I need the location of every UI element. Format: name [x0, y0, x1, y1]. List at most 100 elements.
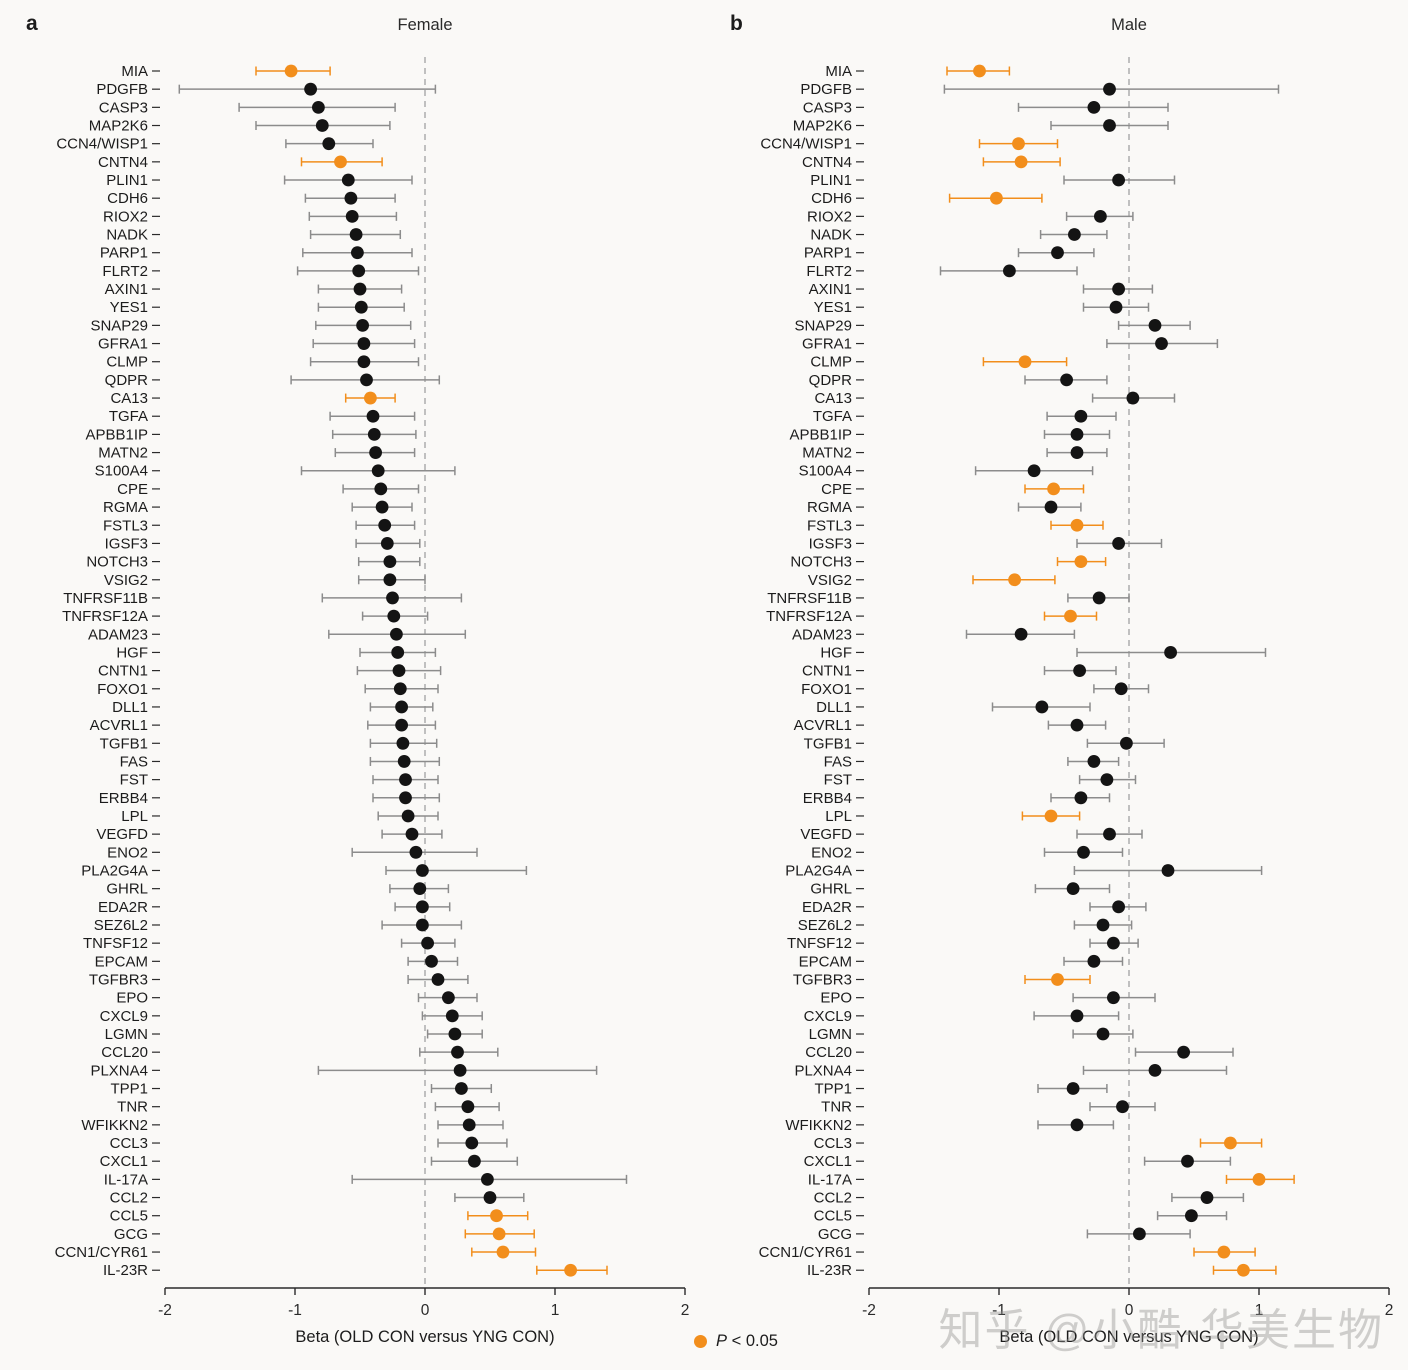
- beta-point: [451, 1045, 464, 1059]
- gene-label: WFIKKN2: [81, 1117, 148, 1134]
- x-tick-label: 2: [681, 1302, 690, 1319]
- beta-point: [396, 736, 410, 750]
- beta-point: [371, 464, 385, 478]
- gene-label: LPL: [121, 808, 148, 825]
- beta-point: [1120, 736, 1133, 750]
- beta-point: [1096, 918, 1110, 932]
- gene-label: CXCL9: [804, 1008, 852, 1025]
- gene-label: GHRL: [106, 881, 148, 898]
- beta-point: [1074, 555, 1088, 568]
- gene-label: VSIG2: [808, 572, 852, 589]
- forest-plot-svg-female: -2 -1 0 1 2MIAPDGFBCASP3MAP2K6CCN4/WISP1CNTN…: [55, 57, 690, 1319]
- beta-point: [1148, 318, 1162, 332]
- gene-label: TNR: [117, 1099, 148, 1116]
- gene-label: ERBB4: [803, 790, 852, 807]
- gene-label: CLMP: [106, 354, 148, 371]
- beta-point: [315, 119, 329, 132]
- gene-label: QDPR: [809, 372, 853, 389]
- gene-label: FOXO1: [801, 681, 852, 698]
- forest-plot-svg-male: -2 -1 0 1 2MIAPDGFBCASP3MAP2K6CCN4/WISP1CNTN…: [759, 57, 1394, 1319]
- gene-label: CCN1/CYR61: [55, 1244, 148, 1261]
- panel-letter-b: b: [730, 12, 743, 35]
- gene-label: RGMA: [103, 499, 148, 516]
- beta-point: [1107, 991, 1120, 1005]
- beta-point: [564, 1263, 577, 1277]
- gene-label: CCL3: [814, 1135, 852, 1152]
- beta-point: [312, 100, 325, 114]
- gene-label: TGFBR3: [89, 972, 148, 989]
- beta-point: [391, 646, 405, 659]
- x-tick-label: 0: [1125, 1302, 1134, 1319]
- x-tick-label: 2: [1385, 1302, 1394, 1319]
- beta-point: [416, 900, 429, 914]
- gene-label: ACVRL1: [794, 717, 852, 734]
- beta-point: [1094, 209, 1107, 223]
- beta-point: [357, 337, 371, 350]
- gene-label: PDGFB: [96, 81, 148, 98]
- gene-label: TNR: [821, 1099, 852, 1116]
- gene-label: CXCL9: [100, 1008, 148, 1025]
- beta-point: [1112, 173, 1125, 187]
- gene-label: EPCAM: [799, 953, 852, 970]
- beta-point: [395, 718, 408, 732]
- gene-label: MIA: [825, 63, 852, 80]
- beta-point: [375, 500, 389, 514]
- gene-label: VEGFD: [800, 826, 852, 843]
- gene-label: EPCAM: [95, 953, 148, 970]
- gene-label: APBB1IP: [789, 426, 852, 443]
- beta-point: [397, 755, 411, 768]
- gene-label: TGFB1: [804, 735, 852, 752]
- gene-label: FSTL3: [807, 517, 852, 534]
- beta-point: [1074, 409, 1088, 423]
- beta-point: [481, 1172, 494, 1186]
- beta-point: [1008, 573, 1021, 587]
- beta-point: [351, 246, 364, 260]
- gene-label: IGSF3: [105, 535, 148, 552]
- watermark: 知乎 @小酷-华美生物: [938, 1306, 1384, 1355]
- gene-label: FOXO1: [97, 681, 148, 698]
- beta-point: [453, 1063, 467, 1077]
- beta-point: [431, 973, 445, 986]
- gene-label: FLRT2: [102, 263, 148, 280]
- beta-point: [1014, 155, 1028, 169]
- beta-point: [461, 1100, 475, 1114]
- beta-point: [1177, 1045, 1190, 1059]
- beta-point: [1066, 882, 1080, 896]
- beta-point: [1044, 500, 1058, 514]
- gene-label: HGF: [116, 644, 148, 661]
- gene-label: MATN2: [802, 445, 852, 462]
- gene-label: WFIKKN2: [785, 1117, 852, 1134]
- gene-label: TNFRSF11B: [63, 590, 148, 607]
- beta-point: [284, 64, 298, 78]
- beta-point: [360, 373, 373, 387]
- gene-label: YES1: [110, 299, 148, 316]
- beta-point: [490, 1209, 503, 1223]
- gene-label: SEZ6L2: [798, 917, 852, 934]
- beta-point: [1237, 1263, 1250, 1277]
- gene-label: CA13: [814, 390, 852, 407]
- panel-female: a Female -2 -1 0 1 2 MIA PDGFB CASP3 MAP2K6 CCN4/…: [26, 12, 690, 1346]
- significance-legend: P < 0.05: [694, 1332, 778, 1351]
- gene-label: TNFSF12: [83, 935, 148, 952]
- panel-male: b Male -2 -1 0 1 2 MIA PDGFB CASP3 MAP2K6 CCN4/WI…: [704, 0, 1408, 1370]
- beta-point: [468, 1154, 481, 1168]
- gene-label: TNFSF12: [787, 935, 852, 952]
- gene-label: CCL20: [805, 1044, 852, 1061]
- gene-label: CPE: [821, 481, 852, 498]
- beta-point: [1112, 537, 1125, 550]
- beta-point: [390, 627, 403, 641]
- x-axis-label-male: Beta (OLD CON versus YNG CON): [999, 1328, 1259, 1346]
- gene-label: VEGFD: [96, 826, 148, 843]
- beta-point: [383, 573, 397, 587]
- gene-label: AXIN1: [105, 281, 148, 298]
- gene-label: EPO: [820, 990, 852, 1007]
- beta-point: [395, 700, 408, 714]
- beta-point: [1107, 936, 1120, 950]
- gene-label: CCL2: [814, 1190, 852, 1207]
- gene-label: FST: [120, 772, 148, 789]
- beta-point: [1070, 1118, 1084, 1132]
- beta-point: [380, 537, 394, 550]
- gene-label: NADK: [810, 227, 852, 244]
- gene-label: PLA2G4A: [785, 862, 852, 879]
- beta-point: [1087, 755, 1101, 768]
